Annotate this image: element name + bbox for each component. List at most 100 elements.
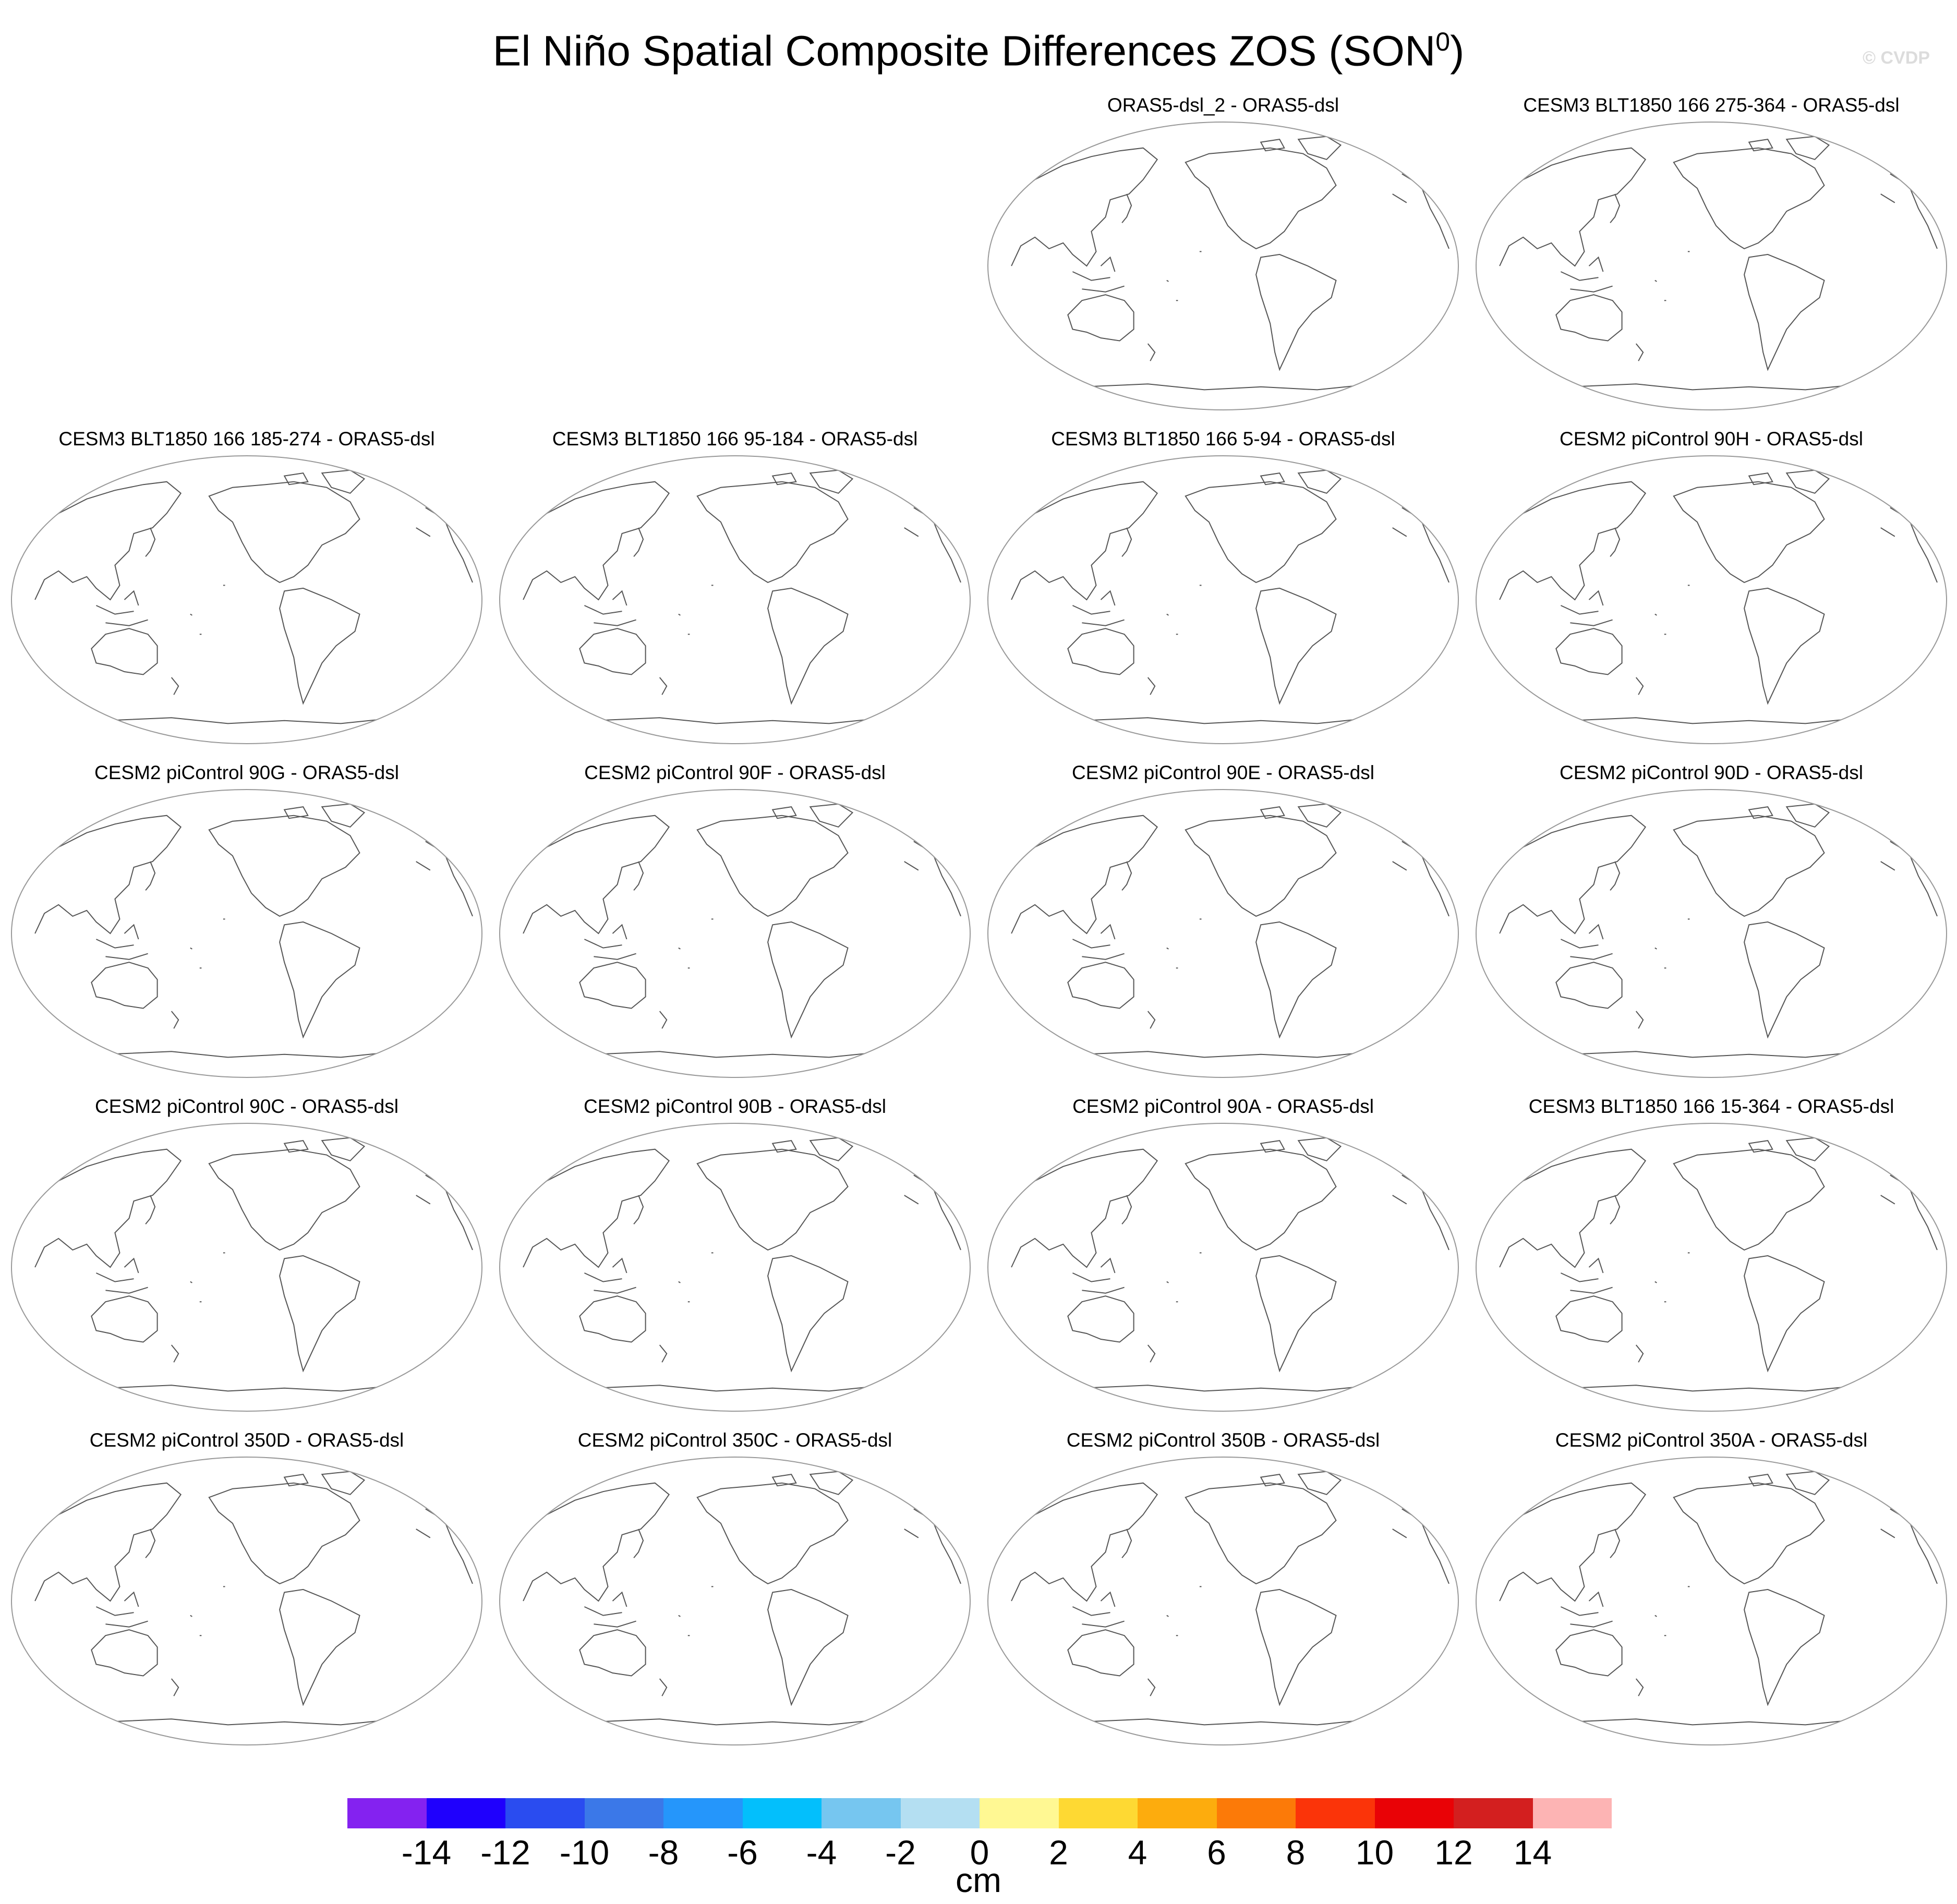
coastlines	[997, 136, 1449, 391]
world-map	[11, 455, 482, 744]
coastline	[283, 1137, 366, 1161]
map-panel: CESM3 BLT1850 166 95-184 - ORAS5-dsl	[492, 428, 977, 751]
coastline	[1147, 1344, 1156, 1363]
world-map	[1476, 789, 1947, 1078]
coastline	[633, 1529, 644, 1558]
coastline	[1147, 677, 1156, 695]
coastline	[696, 481, 849, 584]
coastline	[633, 527, 644, 557]
colorbar-label: -10	[559, 1833, 610, 1872]
world-map	[499, 1123, 971, 1412]
coastline	[771, 1471, 854, 1495]
colorbar-label: -6	[727, 1833, 758, 1872]
coastline	[584, 924, 636, 960]
map-frame	[11, 789, 482, 1078]
title-text: El Niño Spatial Composite Differences ZO…	[492, 27, 1436, 75]
coastline	[171, 1678, 179, 1696]
coastline	[1260, 803, 1342, 828]
coastline	[1673, 481, 1825, 584]
coastline	[20, 481, 182, 601]
coastline	[279, 1255, 360, 1373]
coastline	[171, 1011, 179, 1029]
map-frame	[987, 789, 1459, 1078]
map-frame	[499, 1123, 971, 1412]
coastline	[633, 1195, 644, 1224]
colorbar-box	[426, 1798, 505, 1828]
coastline	[1072, 1591, 1125, 1628]
coastline	[1654, 1252, 1690, 1303]
coastline	[1072, 1257, 1125, 1294]
coastline	[1485, 147, 1647, 267]
panel-title: CESM2 piControl 90F - ORAS5-dsl	[584, 762, 886, 783]
map-frame	[987, 455, 1459, 744]
coastline	[190, 1586, 225, 1636]
coastline	[1260, 469, 1342, 494]
coastline	[1744, 253, 1825, 371]
coastline	[579, 628, 646, 675]
map-frame	[11, 1457, 482, 1745]
coastline	[997, 1148, 1158, 1268]
map-panel: CESM3 BLT1850 166 15-364 - ORAS5-dsl	[1469, 1095, 1954, 1418]
map-panel: CESM2 piControl 90A - ORAS5-dsl	[981, 1095, 1466, 1418]
coastlines	[509, 803, 961, 1058]
coastline	[190, 918, 225, 969]
coastlines	[997, 803, 1449, 1058]
world-map	[987, 455, 1459, 744]
colorbar-box	[1296, 1798, 1375, 1828]
coastline	[1185, 481, 1337, 584]
coastline	[1485, 481, 1647, 601]
coastline	[208, 815, 360, 917]
coastline	[1255, 921, 1337, 1039]
coastlines	[509, 1137, 961, 1392]
coastline	[1555, 1295, 1623, 1343]
coastline	[1185, 1482, 1337, 1585]
colorbar-label: 8	[1286, 1833, 1306, 1872]
coastline	[145, 1195, 156, 1224]
coastline	[1748, 1137, 1830, 1161]
coastline	[696, 815, 849, 917]
coastline	[678, 1252, 714, 1303]
coastline	[1560, 1591, 1613, 1628]
coastline	[1748, 803, 1830, 828]
panel-title: CESM2 piControl 90E - ORAS5-dsl	[1072, 762, 1374, 783]
coastline	[1748, 469, 1830, 494]
coastline	[678, 1586, 714, 1636]
coastline	[283, 469, 366, 494]
coastline	[1072, 590, 1125, 626]
map-panel: CESM3 BLT1850 166 275-364 - ORAS5-dsl	[1469, 94, 1954, 417]
colorbar-box	[1374, 1798, 1454, 1828]
map-frame	[1476, 1457, 1947, 1745]
coastline	[95, 590, 148, 626]
coastline	[20, 815, 182, 935]
coastline	[1185, 1148, 1337, 1251]
coastline	[696, 1482, 849, 1585]
map-frame	[987, 1123, 1459, 1412]
coastline	[509, 481, 670, 601]
panel-title: CESM2 piControl 350A - ORAS5-dsl	[1555, 1429, 1868, 1451]
coastline	[190, 1252, 225, 1303]
coastline	[91, 1295, 158, 1343]
world-map	[11, 789, 482, 1078]
coastline	[997, 1482, 1158, 1602]
map-frame	[499, 455, 971, 744]
coastline	[1185, 815, 1337, 917]
coastline	[208, 1482, 360, 1585]
coastline	[767, 921, 849, 1039]
coastline	[91, 962, 158, 1009]
coastline	[1260, 1137, 1342, 1161]
coastline	[1744, 1588, 1825, 1706]
coastline	[771, 469, 854, 494]
coastlines	[20, 803, 473, 1058]
colorbar-labels: -14 -12 -10 -8 -6 -4 -2 0 2 4 6 8 10 12 14	[347, 1833, 1612, 1872]
coastlines	[1485, 803, 1938, 1058]
coastline	[1673, 1148, 1825, 1251]
coastline	[1121, 193, 1132, 223]
colorbar-label: 6	[1207, 1833, 1226, 1872]
coastline	[1166, 251, 1202, 301]
coastline	[1560, 1257, 1613, 1294]
coastline	[95, 1591, 148, 1628]
coastline	[1610, 1195, 1621, 1224]
map-frame	[499, 1457, 971, 1745]
map-panel: CESM2 piControl 90G - ORAS5-dsl	[4, 761, 489, 1085]
coastline	[584, 590, 636, 626]
